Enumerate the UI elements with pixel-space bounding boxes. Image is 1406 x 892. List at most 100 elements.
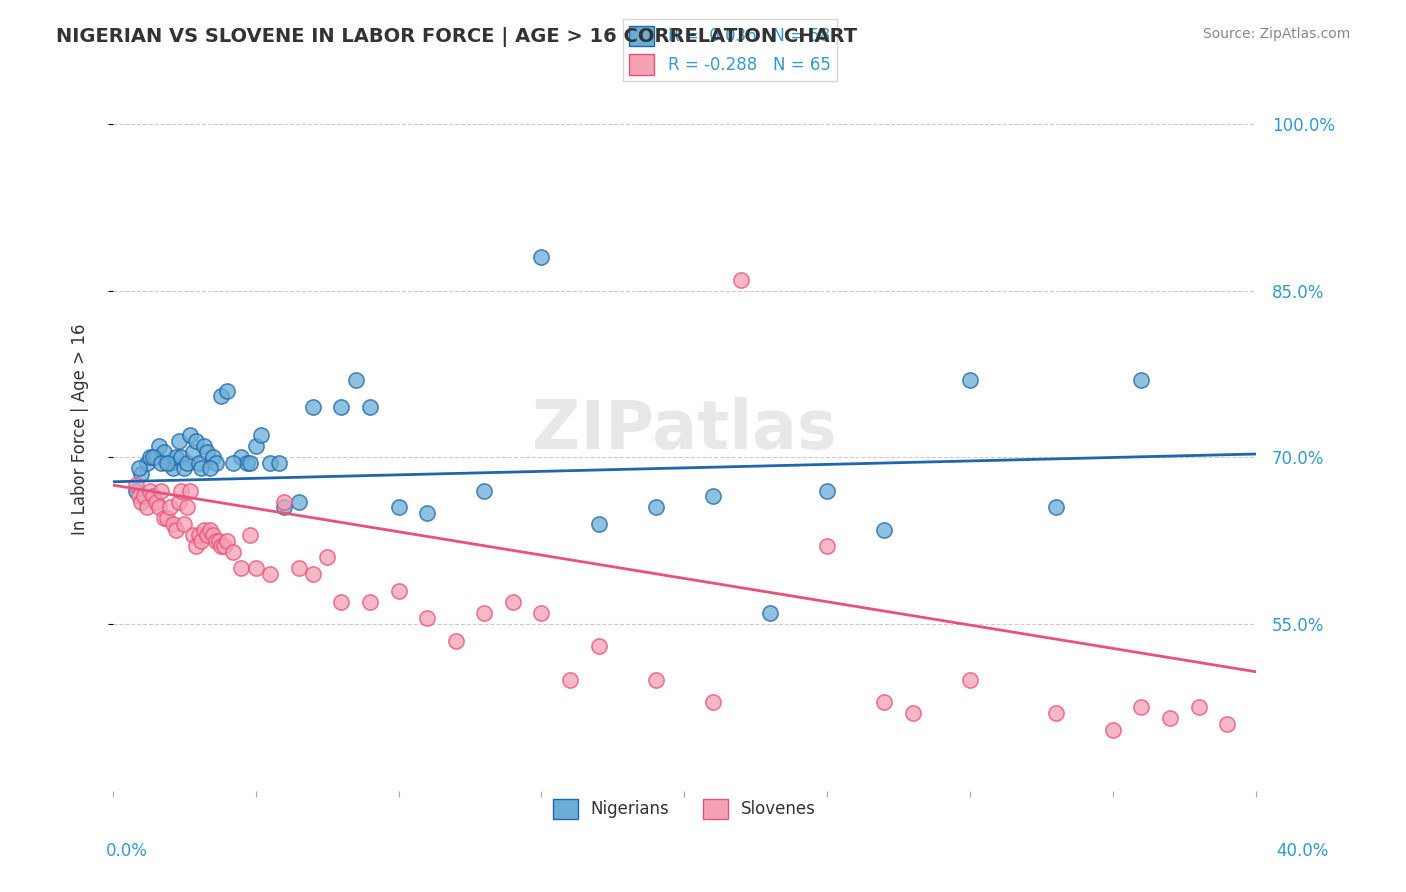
Point [387,583,409,598]
Point [187,456,209,470]
Point [184,434,207,448]
Point [1102,723,1125,737]
Point [302,566,325,581]
Point [316,550,339,565]
Point [204,456,226,470]
Point [142,489,165,503]
Point [128,461,150,475]
Point [184,539,207,553]
Point [416,506,439,520]
Point [1045,500,1067,515]
Text: Source: ZipAtlas.com: Source: ZipAtlas.com [1202,27,1350,41]
Y-axis label: In Labor Force | Age > 16: In Labor Force | Age > 16 [72,324,89,535]
Point [139,450,162,465]
Point [204,533,226,548]
Point [344,373,367,387]
Point [190,461,212,475]
Point [125,483,148,498]
Legend: Nigerians, Slovenes: Nigerians, Slovenes [546,792,823,826]
Point [1216,717,1239,731]
Point [873,695,896,709]
Point [201,528,224,542]
Point [359,595,381,609]
Point [145,495,167,509]
Point [131,495,153,509]
Point [159,500,181,515]
Point [136,500,159,515]
Point [502,595,524,609]
Point [190,533,212,548]
Point [730,272,752,286]
Point [173,461,195,475]
Point [198,461,221,475]
Point [153,511,176,525]
Point [759,606,782,620]
Text: ZIPatlas: ZIPatlas [531,397,837,463]
Point [162,461,184,475]
Point [134,489,156,503]
Point [187,528,209,542]
Text: 40.0%: 40.0% [1277,842,1329,860]
Point [167,434,190,448]
Point [815,539,838,553]
Point [330,595,353,609]
Point [250,428,273,442]
Point [139,483,162,498]
Point [530,251,553,265]
Point [259,456,281,470]
Point [156,456,179,470]
Point [873,523,896,537]
Point [176,500,198,515]
Point [359,401,381,415]
Point [644,500,666,515]
Point [195,444,218,458]
Point [259,566,281,581]
Point [959,673,981,687]
Point [444,633,467,648]
Point [145,450,167,465]
Point [150,483,173,498]
Point [702,489,724,503]
Point [222,456,245,470]
Point [209,389,232,403]
Point [472,606,495,620]
Point [125,478,148,492]
Point [176,456,198,470]
Point [472,483,495,498]
Point [239,528,262,542]
Point [181,444,204,458]
Point [170,450,193,465]
Point [162,516,184,531]
Point [558,673,581,687]
Point [179,428,201,442]
Point [142,450,165,465]
Point [530,606,553,620]
Point [330,401,353,415]
Point [156,511,179,525]
Point [273,495,295,509]
Point [148,439,170,453]
Point [214,539,236,553]
Point [387,500,409,515]
Point [131,467,153,481]
Point [588,639,610,653]
Point [159,456,181,470]
Point [644,673,666,687]
Text: 0.0%: 0.0% [105,842,148,860]
Point [217,533,239,548]
Point [267,456,290,470]
Text: NIGERIAN VS SLOVENE IN LABOR FORCE | AGE > 16 CORRELATION CHART: NIGERIAN VS SLOVENE IN LABOR FORCE | AGE… [56,27,858,46]
Point [173,516,195,531]
Point [231,450,253,465]
Point [167,495,190,509]
Point [148,500,170,515]
Point [170,483,193,498]
Point [150,456,173,470]
Point [287,561,309,575]
Point [165,523,187,537]
Point [588,516,610,531]
Point [201,450,224,465]
Point [287,495,309,509]
Point [128,489,150,503]
Point [959,373,981,387]
